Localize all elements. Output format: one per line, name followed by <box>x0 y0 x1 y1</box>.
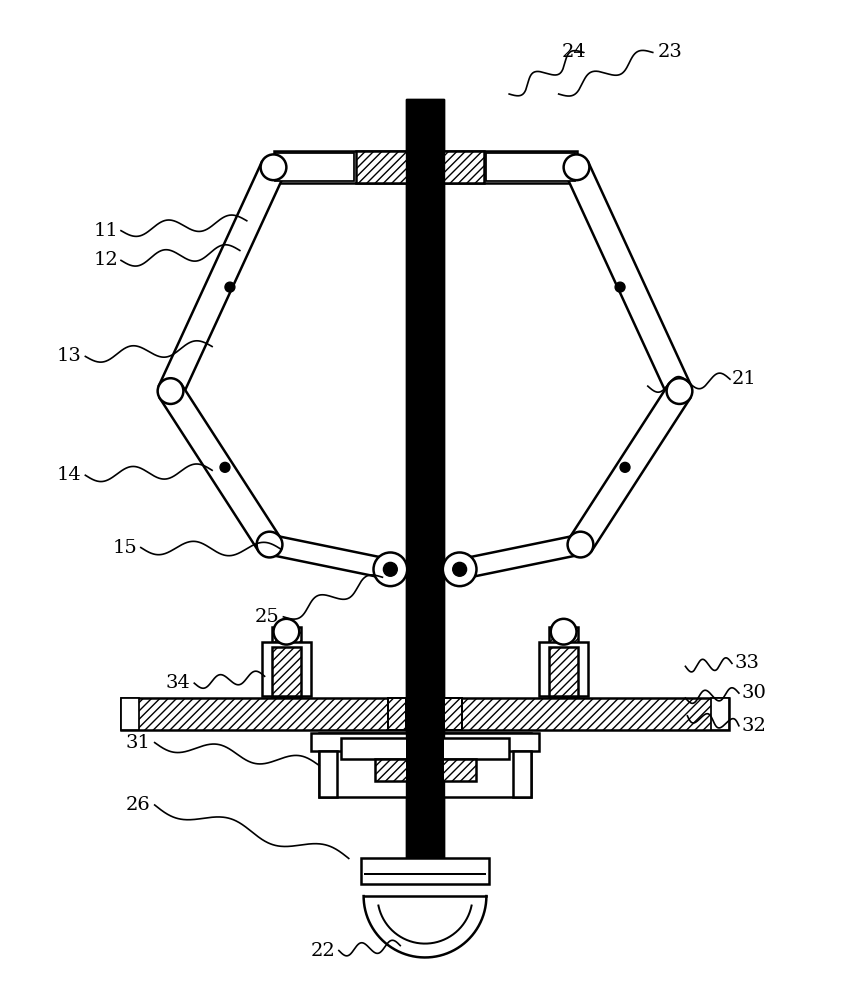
Text: 24: 24 <box>562 43 586 61</box>
Bar <box>539 642 588 696</box>
Bar <box>388 698 406 730</box>
Circle shape <box>551 619 576 645</box>
Text: 32: 32 <box>742 717 767 735</box>
Circle shape <box>666 378 693 404</box>
Text: 30: 30 <box>742 684 767 702</box>
Polygon shape <box>364 896 486 957</box>
Bar <box>121 698 729 730</box>
Circle shape <box>225 282 235 292</box>
Bar <box>406 99 444 866</box>
Text: 12: 12 <box>94 251 118 269</box>
Bar <box>271 647 301 696</box>
Circle shape <box>157 378 184 404</box>
Polygon shape <box>564 162 691 396</box>
Bar <box>549 627 579 696</box>
Text: 34: 34 <box>166 674 190 692</box>
Circle shape <box>453 562 467 576</box>
Bar <box>406 731 444 799</box>
Text: 26: 26 <box>126 796 150 814</box>
Text: 33: 33 <box>735 654 760 672</box>
Circle shape <box>261 154 286 180</box>
Circle shape <box>383 562 397 576</box>
Bar <box>406 149 444 185</box>
Bar <box>711 698 729 730</box>
Bar <box>406 797 444 858</box>
Text: 13: 13 <box>57 347 82 365</box>
Text: 11: 11 <box>94 222 118 240</box>
Bar <box>406 99 444 866</box>
Circle shape <box>615 282 625 292</box>
Bar <box>549 647 579 696</box>
Polygon shape <box>159 162 286 396</box>
Bar <box>360 858 490 884</box>
Circle shape <box>257 532 282 557</box>
Circle shape <box>373 552 407 586</box>
Text: 21: 21 <box>732 370 756 388</box>
Bar <box>355 151 484 183</box>
Text: 22: 22 <box>311 942 336 960</box>
Circle shape <box>443 552 477 586</box>
Text: 25: 25 <box>255 608 280 626</box>
Circle shape <box>568 532 593 557</box>
Bar <box>121 698 139 730</box>
Text: 31: 31 <box>126 734 150 752</box>
Bar <box>274 151 576 183</box>
Circle shape <box>620 462 630 472</box>
Bar <box>406 696 444 732</box>
Bar <box>444 698 462 730</box>
Bar <box>311 733 539 751</box>
Bar <box>319 733 531 797</box>
Polygon shape <box>457 535 582 579</box>
Polygon shape <box>160 384 280 552</box>
Circle shape <box>564 154 589 180</box>
Circle shape <box>274 619 299 645</box>
Text: 23: 23 <box>658 43 683 61</box>
Polygon shape <box>570 384 690 552</box>
Bar <box>375 759 475 781</box>
Bar <box>271 627 301 696</box>
Bar <box>341 738 509 759</box>
Text: 15: 15 <box>113 539 138 557</box>
Circle shape <box>220 462 230 472</box>
Bar <box>262 642 311 696</box>
Bar <box>513 751 531 797</box>
Polygon shape <box>268 535 393 579</box>
Text: 14: 14 <box>57 466 82 484</box>
Bar <box>486 153 575 181</box>
Bar <box>319 751 337 797</box>
Bar <box>275 153 354 181</box>
